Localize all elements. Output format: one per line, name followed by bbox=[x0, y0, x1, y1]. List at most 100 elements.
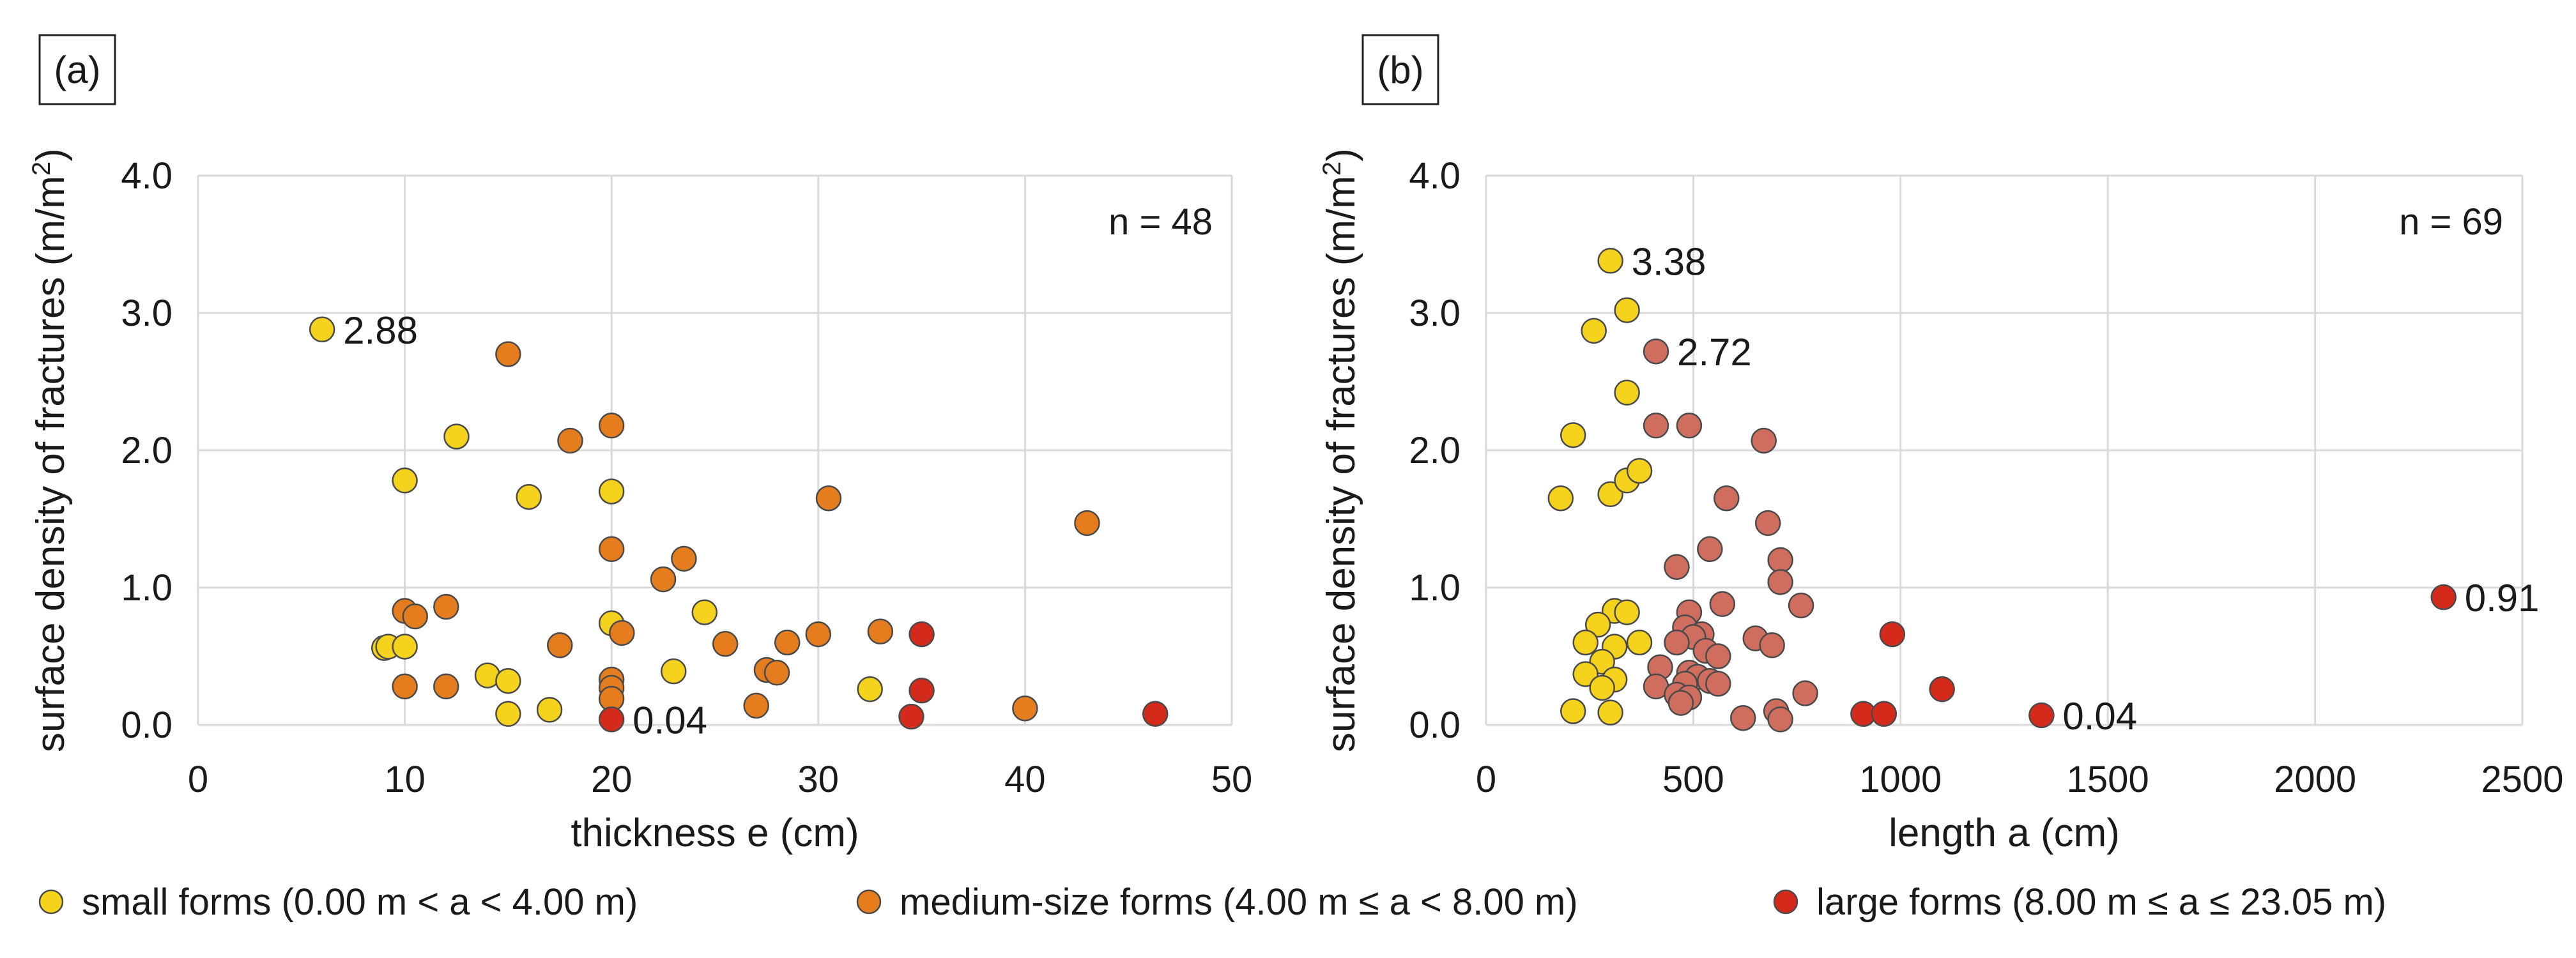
x-tick-label: 0 bbox=[1476, 759, 1496, 800]
n-label-bg bbox=[2363, 192, 2516, 249]
x-tick-label: 0 bbox=[188, 759, 208, 800]
data-label: 0.04 bbox=[2062, 695, 2137, 738]
data-point bbox=[815, 485, 842, 512]
data-point bbox=[557, 427, 583, 454]
data-point bbox=[1767, 547, 1793, 574]
data-point bbox=[1626, 629, 1653, 656]
data-point bbox=[774, 629, 801, 656]
data-point bbox=[857, 676, 883, 703]
data-point bbox=[598, 536, 625, 563]
x-tick-label: 2000 bbox=[2274, 759, 2356, 800]
data-label: 2.88 bbox=[343, 309, 418, 352]
data-point bbox=[547, 632, 573, 658]
data-point bbox=[1709, 591, 1736, 618]
data-point bbox=[763, 660, 790, 686]
data-point bbox=[1754, 510, 1781, 536]
data-point bbox=[1572, 661, 1598, 687]
y-tick-label: 0.0 bbox=[121, 704, 172, 746]
y-tick-label: 3.0 bbox=[121, 293, 172, 334]
y-tick-label: 3.0 bbox=[1409, 293, 1460, 334]
data-point bbox=[598, 706, 625, 733]
data-point bbox=[495, 701, 521, 727]
x-tick-label: 50 bbox=[1211, 759, 1253, 800]
y-axis-label: surface density of fractures (m/m2) bbox=[1318, 148, 1363, 752]
data-point bbox=[867, 618, 894, 645]
legend-marker bbox=[1773, 889, 1798, 915]
data-point bbox=[1012, 695, 1038, 722]
data-point bbox=[598, 478, 625, 505]
data-point bbox=[1547, 485, 1574, 512]
y-tick-label: 4.0 bbox=[121, 155, 172, 197]
data-point bbox=[1705, 671, 1731, 697]
x-tick-label: 30 bbox=[798, 759, 839, 800]
data-point bbox=[671, 545, 697, 572]
panel-label: (a) bbox=[54, 49, 100, 91]
data-label: 0.04 bbox=[632, 699, 707, 741]
legend-label: medium-size forms (4.00 m ≤ a < 8.00 m) bbox=[900, 881, 1578, 923]
data-point bbox=[402, 603, 429, 630]
data-point bbox=[1751, 427, 1777, 454]
x-tick-label: 500 bbox=[1662, 759, 1724, 800]
x-axis-label: length a (cm) bbox=[1889, 811, 2120, 855]
data-point bbox=[1572, 629, 1598, 656]
data-point bbox=[1643, 338, 1669, 365]
data-point bbox=[712, 630, 739, 657]
data-point bbox=[908, 678, 935, 704]
legend-label: large forms (8.00 m ≤ a ≤ 23.05 m) bbox=[1816, 881, 2386, 923]
data-point bbox=[392, 673, 418, 700]
data-point bbox=[1581, 317, 1607, 344]
data-point bbox=[1142, 701, 1169, 727]
x-tick-label: 2500 bbox=[2481, 759, 2563, 800]
x-tick-label: 1500 bbox=[2067, 759, 2149, 800]
y-axis-label: surface density of fractures (m/m2) bbox=[27, 148, 73, 752]
data-point bbox=[898, 703, 924, 730]
data-point bbox=[443, 423, 470, 450]
data-point bbox=[433, 593, 459, 620]
data-point bbox=[598, 413, 625, 439]
x-tick-label: 10 bbox=[384, 759, 425, 800]
x-tick-label: 40 bbox=[1004, 759, 1046, 800]
data-label: 2.72 bbox=[1677, 331, 1752, 374]
x-tick-label: 20 bbox=[591, 759, 632, 800]
y-tick-label: 2.0 bbox=[1409, 430, 1460, 471]
data-point bbox=[1767, 569, 1793, 595]
data-point bbox=[1788, 592, 1814, 619]
data-point bbox=[433, 673, 459, 700]
y-tick-label: 1.0 bbox=[1409, 567, 1460, 609]
y-tick-label: 4.0 bbox=[1409, 155, 1460, 197]
data-point bbox=[1697, 536, 1723, 563]
data-point bbox=[1597, 699, 1623, 726]
data-point bbox=[650, 566, 677, 593]
data-point bbox=[1560, 422, 1586, 448]
data-point bbox=[1792, 680, 1818, 706]
data-point bbox=[1664, 629, 1690, 656]
panel-label-box bbox=[38, 34, 116, 105]
data-point bbox=[1667, 690, 1694, 716]
data-point bbox=[609, 620, 635, 646]
data-point bbox=[1074, 510, 1100, 536]
data-point bbox=[392, 468, 418, 494]
data-point bbox=[1730, 705, 1756, 731]
data-point bbox=[743, 692, 769, 719]
data-point bbox=[691, 599, 718, 625]
y-tick-label: 1.0 bbox=[121, 567, 172, 609]
legend-marker bbox=[856, 889, 882, 915]
data-point bbox=[1713, 485, 1740, 512]
data-point bbox=[1643, 413, 1669, 439]
data-point bbox=[1626, 458, 1653, 484]
data-point bbox=[1560, 698, 1586, 724]
data-point bbox=[1879, 621, 1906, 648]
data-point bbox=[1705, 643, 1731, 669]
data-point bbox=[1584, 611, 1611, 638]
data-point bbox=[1664, 554, 1690, 580]
data-point bbox=[1676, 413, 1703, 439]
data-point bbox=[495, 341, 521, 367]
data-point bbox=[805, 621, 832, 648]
data-point bbox=[1597, 248, 1623, 274]
data-point bbox=[1597, 481, 1623, 508]
n-label-bg bbox=[1072, 192, 1225, 249]
data-point bbox=[1871, 701, 1897, 727]
legend-label: small forms (0.00 m < a < 4.00 m) bbox=[82, 881, 638, 923]
x-tick-label: 1000 bbox=[1859, 759, 1942, 800]
data-point bbox=[661, 658, 687, 685]
